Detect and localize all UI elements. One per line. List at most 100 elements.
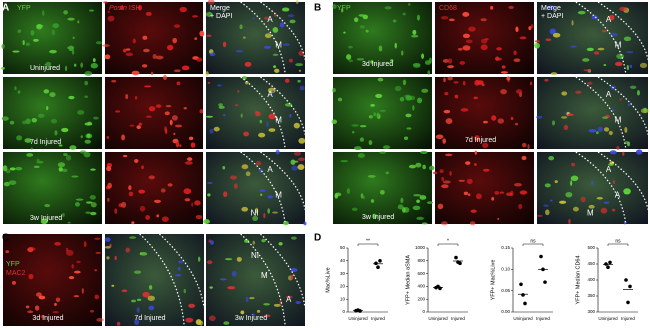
cell: [74, 270, 81, 274]
cell: [142, 64, 148, 68]
cell: [289, 114, 292, 118]
cell: [474, 79, 481, 86]
cell: [206, 34, 212, 38]
cell: [299, 85, 305, 91]
cell: [447, 65, 455, 69]
micrograph: [205, 0, 306, 76]
cell: [612, 208, 616, 212]
y-tick-label: 0: [342, 309, 345, 314]
cell: [131, 221, 135, 225]
cell: [597, 126, 603, 132]
cell: [563, 124, 569, 131]
image-bg: [105, 2, 203, 74]
cell: [12, 281, 16, 285]
cell: [240, 113, 243, 118]
cell: [156, 214, 160, 218]
cell: [561, 91, 568, 96]
cell: [24, 138, 32, 143]
cell: [462, 33, 470, 39]
dot: [358, 309, 362, 313]
label: M: [275, 190, 282, 199]
dot: [624, 278, 628, 282]
y-tick-label: 0.00: [501, 309, 510, 314]
cell: [370, 104, 375, 107]
cell: [447, 58, 453, 64]
micrograph: [536, 76, 649, 150]
y-tick-label: 200: [417, 296, 425, 301]
cell: [337, 97, 343, 102]
cell: [499, 191, 505, 194]
cell: [76, 260, 81, 264]
cell: [571, 20, 574, 26]
cell: [71, 175, 79, 178]
cell: [36, 160, 44, 164]
cell: [291, 236, 297, 240]
cell: [107, 197, 110, 202]
cell: [92, 58, 96, 63]
cell: [125, 52, 133, 57]
cell: [616, 146, 620, 150]
cell: [125, 48, 131, 51]
cell: [209, 286, 213, 289]
cell: [463, 191, 469, 196]
significance: **: [366, 238, 370, 244]
cell: [227, 286, 236, 290]
cell: [119, 5, 124, 10]
cell: [166, 44, 174, 51]
cell: [206, 11, 213, 17]
cell: [272, 53, 279, 57]
cell: [378, 45, 383, 52]
cell: [181, 65, 190, 71]
cell: [131, 70, 140, 76]
cell: [454, 94, 459, 99]
label: M: [275, 115, 282, 124]
cell: [22, 40, 25, 46]
label: Postn ISH: [109, 5, 141, 12]
cell: [626, 50, 634, 54]
cell: [26, 153, 34, 157]
cell: [58, 144, 63, 147]
cell: [480, 18, 487, 22]
cell: [1, 66, 5, 70]
micrograph: [331, 77, 432, 151]
cell: [281, 7, 290, 12]
cell: [445, 153, 453, 157]
boundary: [575, 76, 627, 150]
cell: [5, 250, 10, 254]
cell: [624, 140, 629, 144]
cell: [132, 38, 136, 44]
cell: [249, 297, 255, 300]
cell: [136, 307, 140, 313]
cell: [406, 127, 412, 130]
cell: [467, 193, 471, 197]
label: A: [606, 15, 612, 24]
cell: [207, 0, 215, 5]
cell: [222, 41, 227, 48]
cell: [371, 213, 378, 219]
cell: [303, 221, 307, 226]
dot: [608, 260, 612, 265]
cell: [298, 157, 305, 162]
cell: [580, 196, 586, 203]
cell: [164, 111, 170, 116]
cell: [33, 165, 40, 169]
cell: [148, 305, 155, 311]
cell: [370, 199, 375, 203]
cell: [357, 153, 365, 158]
cell: [251, 313, 256, 316]
cell: [470, 209, 477, 213]
cell: [107, 15, 115, 22]
cell: [83, 241, 87, 248]
label: M: [587, 208, 594, 217]
cell: [482, 142, 489, 149]
x-tick-label: Injured: [536, 316, 550, 321]
label: + DAPI: [541, 13, 563, 20]
cell: [422, 164, 426, 170]
micrograph: [1, 77, 102, 150]
cell: [481, 83, 485, 87]
cell: [416, 199, 420, 203]
cell: [196, 57, 203, 62]
cell: [142, 291, 150, 298]
cell: [408, 164, 417, 169]
